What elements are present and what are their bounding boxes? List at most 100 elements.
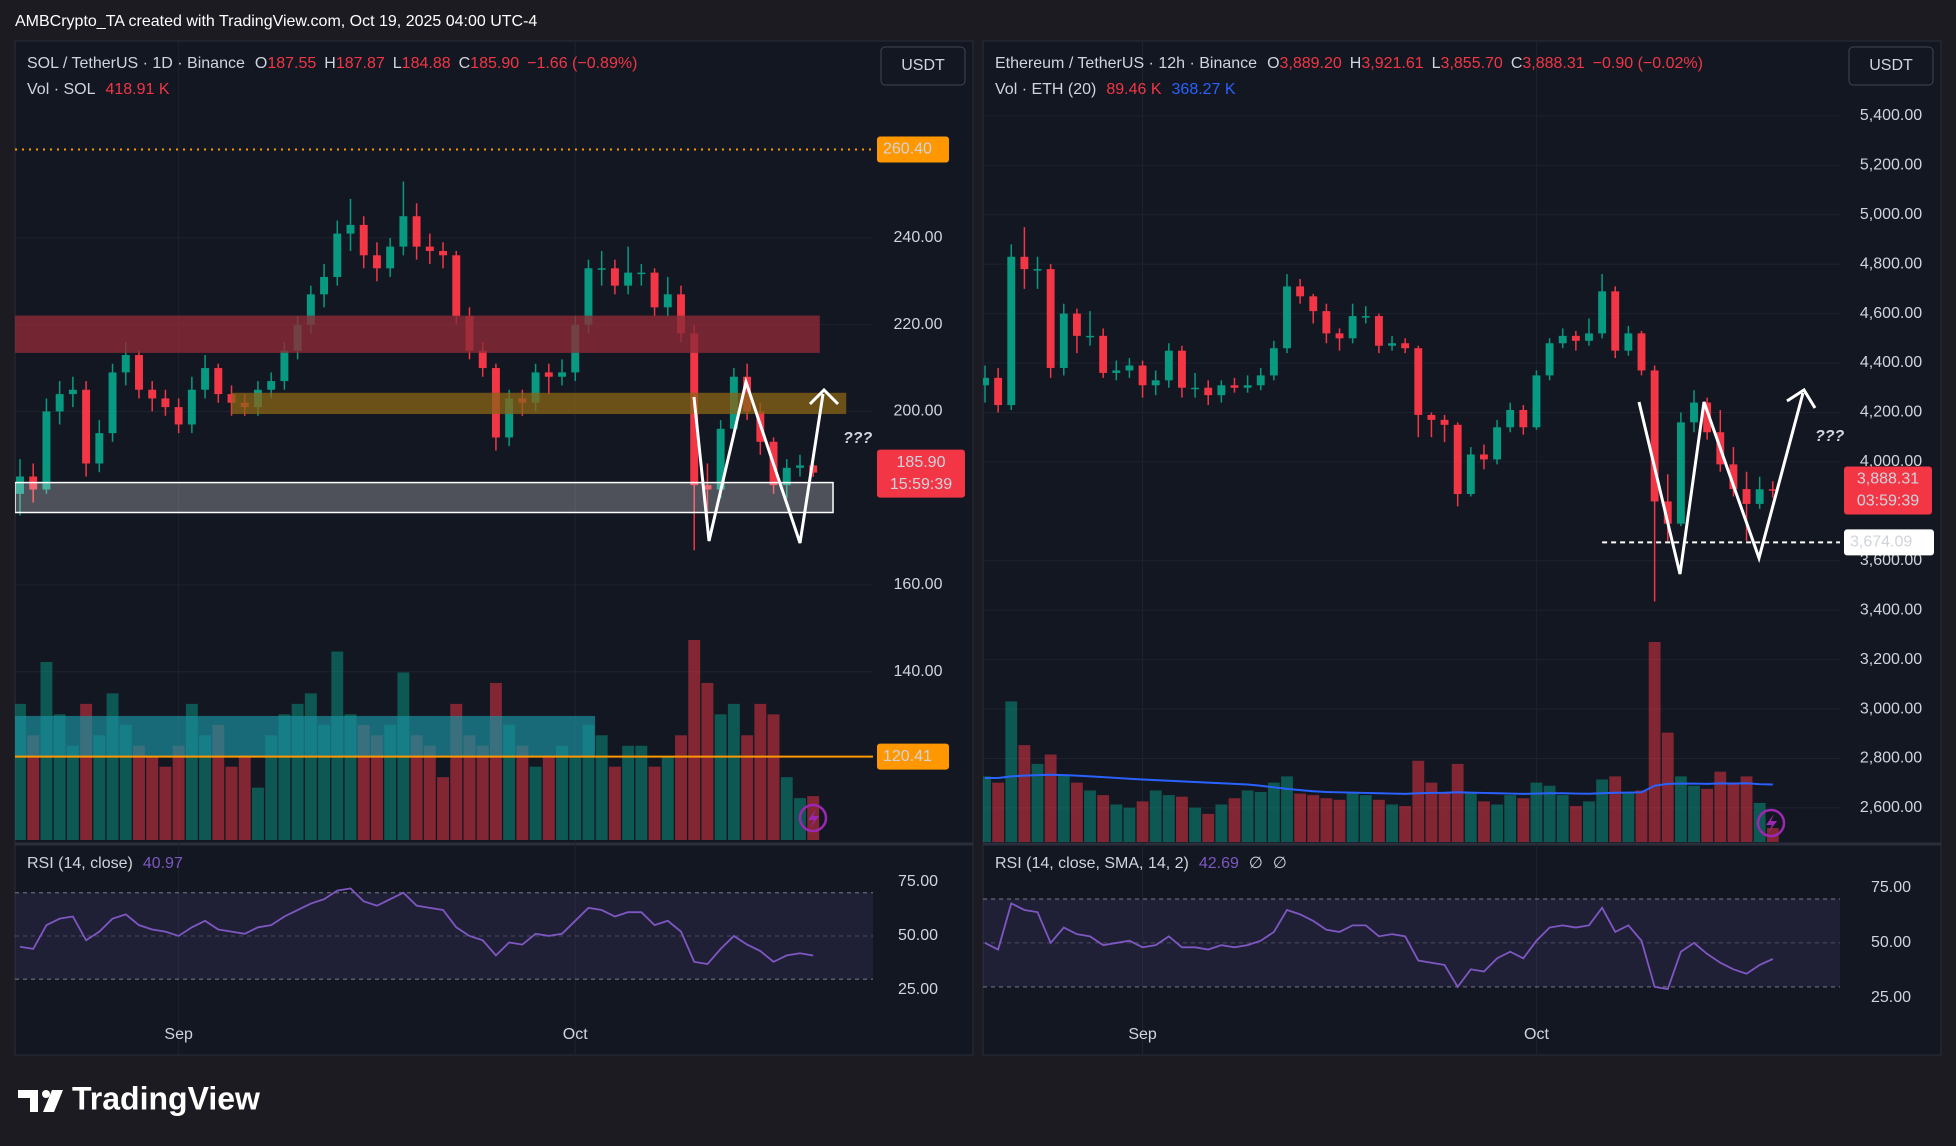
candle-body [663, 294, 672, 308]
alert-icon [808, 809, 819, 828]
volume-bar [252, 787, 264, 840]
volume-bar [1215, 804, 1228, 842]
candle-body [1532, 375, 1541, 428]
volume-bar [463, 735, 476, 840]
candle-body [214, 368, 223, 395]
volume-bar [410, 735, 423, 840]
rsi-tick-label: 75.00 [898, 873, 938, 890]
volume-bar [529, 766, 542, 840]
candle-body [1217, 385, 1226, 396]
candle-body [1309, 296, 1318, 312]
candle-body [161, 398, 170, 408]
legend-value: 185.90 [470, 55, 519, 72]
volume-bar [714, 714, 727, 840]
volume-bar [80, 703, 93, 840]
legend-value: 3,855.70 [1441, 55, 1503, 72]
panel-frame [14, 40, 974, 1056]
volume-bar [1149, 790, 1162, 842]
volume-bar [1162, 795, 1175, 842]
candle-body [1571, 335, 1580, 341]
y-tick-label: 4,400.00 [1860, 354, 1922, 371]
volume-bar [1491, 804, 1503, 842]
credit: AMBCrypto_TA created with TradingView.co… [15, 13, 537, 30]
last-price-box [877, 449, 965, 498]
volume-bar [1307, 795, 1320, 842]
candle-body [386, 246, 395, 269]
volume-bar [27, 735, 40, 840]
volume-bar [1333, 799, 1346, 842]
volume-bar [569, 756, 582, 840]
volume-bar [1136, 801, 1149, 842]
candle-body [983, 377, 989, 386]
rsi-legend-value: 40.97 [143, 855, 183, 872]
volume-bar [212, 724, 225, 840]
candle-body [346, 224, 355, 234]
volume-bar [1228, 798, 1241, 842]
candle-body [505, 398, 514, 438]
legend: SOL / TetherUS · 1D · Binance O187.55 H187… [27, 55, 637, 72]
candle-body [333, 233, 342, 277]
candle-body [610, 268, 619, 286]
candle-body [1611, 291, 1620, 351]
candle-body [452, 255, 461, 317]
candle-body [1427, 414, 1436, 420]
volume-bar [450, 703, 463, 840]
rsi-legend: RSI (14, close) 40.97 [27, 855, 183, 872]
volume-bar [1622, 793, 1635, 842]
candle-body [1020, 256, 1029, 270]
currency-box [1848, 46, 1934, 86]
volume-bar [1517, 798, 1530, 842]
candle-body [82, 389, 91, 464]
rsi-tick-label: 75.00 [1871, 879, 1911, 896]
volume-bar [489, 682, 502, 840]
legend-value: 187.87 [336, 55, 385, 72]
volume-bar [1254, 792, 1267, 842]
rsi-line [984, 902, 1774, 991]
volume-bar [1714, 771, 1727, 842]
candle-body [994, 377, 1003, 406]
volume-bar [1123, 807, 1136, 842]
legend-value: 3,921.61 [1361, 55, 1423, 72]
candle-body [1624, 333, 1633, 351]
volume-bar [1084, 790, 1096, 842]
volume-bar [357, 724, 370, 840]
y-tick-label: 5,000.00 [1860, 206, 1922, 223]
candle-body [1283, 286, 1291, 349]
candle-body [1453, 424, 1462, 495]
x-tick-label: Oct [1524, 1026, 1549, 1043]
y-tick-label: 4,800.00 [1860, 255, 1922, 272]
y-tick-label: 220.00 [894, 316, 943, 333]
candle-body [1401, 343, 1410, 349]
volume-bar [1359, 795, 1372, 842]
y-tick-label: 5,400.00 [1860, 107, 1922, 124]
annotation: ??? [843, 430, 873, 447]
volume-bar [278, 714, 291, 840]
candle-body [1663, 501, 1672, 524]
candle-body [1072, 313, 1081, 336]
volume-bar [1727, 782, 1740, 842]
candle-body [796, 465, 804, 468]
volume-bar [1189, 807, 1201, 842]
rsi-legend: RSI (14, close, SMA, 14, 2) 42.69 ∅ ∅ [995, 855, 1287, 872]
logo-mark [43, 1090, 63, 1112]
price-line-label: 3,674.09 [1850, 534, 1912, 551]
candle-body [359, 224, 368, 256]
drawings [692, 376, 1817, 838]
candle-body [531, 372, 540, 403]
volume-bar [172, 745, 185, 840]
candle-body [135, 355, 143, 390]
legend-value: 3,888.31 [1522, 55, 1584, 72]
volume-bar [675, 735, 687, 840]
y-tick-label: 200.00 [894, 403, 943, 420]
candle-body [1480, 454, 1488, 460]
candle-body [267, 381, 276, 390]
candle-body [809, 465, 818, 473]
candle-body [1545, 343, 1554, 376]
volume-bar [1556, 795, 1569, 842]
volume-legend-value: 418.91 K [105, 81, 169, 98]
logo-text: TradingView [72, 1080, 260, 1116]
volume-bar [1057, 774, 1070, 842]
candle-body [174, 407, 183, 425]
countdown-label: 03:59:39 [1857, 493, 1919, 510]
